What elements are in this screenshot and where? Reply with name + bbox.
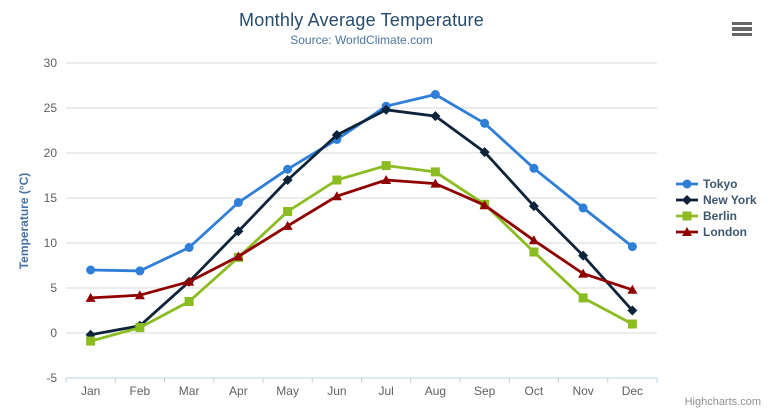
x-axis-label: Mar [179, 384, 200, 398]
legend-item-berlin[interactable]: Berlin [676, 208, 757, 224]
diamond-marker [528, 201, 539, 212]
square-marker [86, 336, 96, 346]
diamond-marker [479, 147, 490, 158]
x-axis-label: Oct [525, 384, 544, 398]
x-axis-label: Aug [425, 384, 446, 398]
circle-marker [86, 265, 96, 275]
triangle-marker [134, 290, 145, 300]
legend-label: Berlin [703, 209, 738, 223]
square-marker [135, 323, 145, 333]
hamburger-bar [732, 27, 752, 31]
x-axis-label: Jul [378, 384, 393, 398]
x-axis-label: Jun [327, 384, 346, 398]
hamburger-bar [732, 21, 752, 26]
circle-marker [430, 90, 440, 99]
legend-label: New York [703, 193, 757, 207]
triangle-marker [233, 251, 244, 261]
square-marker [430, 167, 440, 177]
y-axis-label: 30 [44, 56, 58, 70]
diamond-marker [331, 130, 342, 140]
triangle-marker [578, 268, 589, 278]
square-marker [578, 293, 588, 303]
series-line-berlin [89, 164, 634, 343]
diamond-marker [682, 195, 692, 205]
circle-marker [283, 164, 293, 174]
chart-title: Monthly Average Temperature [239, 10, 484, 30]
triangle-marker [381, 175, 392, 184]
y-axis-label: 20 [44, 146, 58, 160]
hamburger-bar [732, 32, 752, 37]
hamburger-menu-icon[interactable] [732, 19, 756, 39]
series-line-london [89, 178, 634, 300]
legend-label: Tokyo [703, 177, 738, 191]
triangle-marker [282, 220, 293, 230]
circle-marker [480, 118, 490, 128]
square-marker [627, 319, 637, 329]
diamond-marker [578, 250, 589, 261]
credits-link[interactable]: Highcharts.com [684, 396, 761, 408]
triangle-marker [682, 227, 692, 236]
square-marker [332, 175, 342, 185]
x-axis-label: Dec [622, 384, 643, 398]
x-axis-label: Sep [474, 384, 496, 398]
x-axis-label: May [276, 384, 299, 398]
y-axis-label: -5 [46, 371, 57, 385]
x-axis-label: Jan [81, 384, 100, 398]
diamond-legend-icon [676, 195, 698, 205]
square-marker [184, 297, 194, 306]
y-axis-label: 10 [44, 236, 58, 250]
legend-item-new-york[interactable]: New York [676, 192, 757, 208]
triangle-marker [479, 200, 490, 210]
square-marker [682, 211, 692, 221]
diamond-marker [430, 111, 441, 122]
square-marker [283, 207, 293, 216]
legend-item-london[interactable]: London [676, 224, 757, 240]
circle-marker [529, 163, 539, 173]
triangle-marker [430, 178, 441, 188]
square-legend-icon [676, 211, 698, 221]
y-axis-label: 0 [50, 326, 57, 340]
triangle-marker [85, 292, 96, 302]
circle-marker [135, 266, 145, 276]
y-axis-label: 5 [50, 281, 57, 295]
series-line-new-york [89, 108, 634, 337]
legend: Tokyo New York Berlin London [676, 176, 757, 240]
legend-item-tokyo[interactable]: Tokyo [676, 176, 757, 192]
diamond-marker [627, 305, 638, 316]
x-axis-label: Nov [572, 384, 593, 398]
diamond-marker [381, 104, 392, 115]
circle-marker [184, 243, 194, 252]
triangle-marker [184, 276, 195, 286]
triangle-legend-icon [676, 227, 698, 236]
y-axis-label: 25 [44, 101, 58, 115]
square-marker [381, 161, 391, 171]
square-marker [529, 247, 539, 257]
y-axis-label: 15 [44, 191, 58, 205]
legend-label: London [703, 225, 747, 239]
circle-marker [578, 203, 588, 213]
triangle-marker [627, 284, 638, 294]
triangle-marker [528, 235, 539, 245]
diamond-marker [233, 226, 244, 237]
triangle-marker [331, 191, 342, 201]
circle-marker [233, 198, 243, 207]
chart-subtitle: Source: WorldClimate.com [290, 33, 433, 47]
circle-legend-icon [676, 179, 698, 189]
circle-marker [682, 179, 692, 189]
x-axis-label: Feb [130, 384, 151, 398]
circle-marker [627, 242, 637, 252]
x-axis-label: Apr [229, 384, 248, 398]
diamond-marker [282, 175, 293, 185]
